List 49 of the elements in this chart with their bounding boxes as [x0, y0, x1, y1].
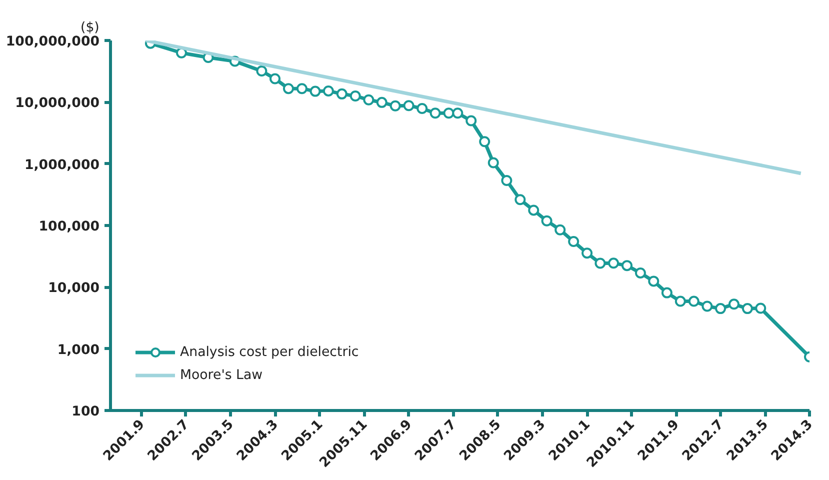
point [728, 298, 740, 310]
point [403, 100, 414, 112]
point [688, 296, 700, 307]
y-tick-label: 10,000 [48, 281, 100, 296]
point [336, 88, 348, 100]
point [479, 136, 490, 148]
point [452, 108, 464, 119]
point [528, 204, 540, 216]
point [390, 100, 401, 112]
point [430, 108, 441, 119]
point [514, 194, 526, 206]
point [310, 86, 321, 97]
point [755, 302, 766, 314]
y-tick-label: 10,000,000 [15, 96, 100, 112]
point [443, 108, 454, 119]
point [621, 260, 632, 272]
point [416, 102, 428, 114]
legend-label: Moore's Law [180, 368, 263, 382]
point [661, 287, 672, 298]
y-tick-label: 100,000,000 [6, 34, 100, 50]
y-tick-label: 1,000 [57, 342, 100, 358]
point [742, 303, 753, 314]
legend-label: Analysis cost per dielectric [180, 344, 359, 360]
point [582, 248, 593, 259]
point [674, 296, 686, 307]
point [256, 66, 268, 77]
point [715, 303, 726, 314]
point [350, 90, 361, 102]
y-tick-label: 100,000 [38, 220, 100, 234]
point [608, 258, 620, 269]
point [466, 115, 477, 126]
point [541, 215, 552, 226]
point [554, 224, 566, 236]
y-tick-label: 1,000,000 [24, 158, 100, 173]
point [322, 85, 334, 96]
point [648, 276, 660, 287]
point [282, 83, 294, 94]
point [634, 267, 646, 278]
point [296, 83, 308, 94]
point [501, 174, 512, 186]
point [270, 73, 281, 84]
point [594, 258, 606, 269]
point [376, 96, 388, 108]
y-tick-label: 100 [72, 404, 100, 420]
point [702, 300, 713, 312]
point [488, 157, 499, 168]
point [363, 94, 374, 106]
y-axis-title: ($) [80, 20, 100, 36]
point [568, 236, 580, 247]
